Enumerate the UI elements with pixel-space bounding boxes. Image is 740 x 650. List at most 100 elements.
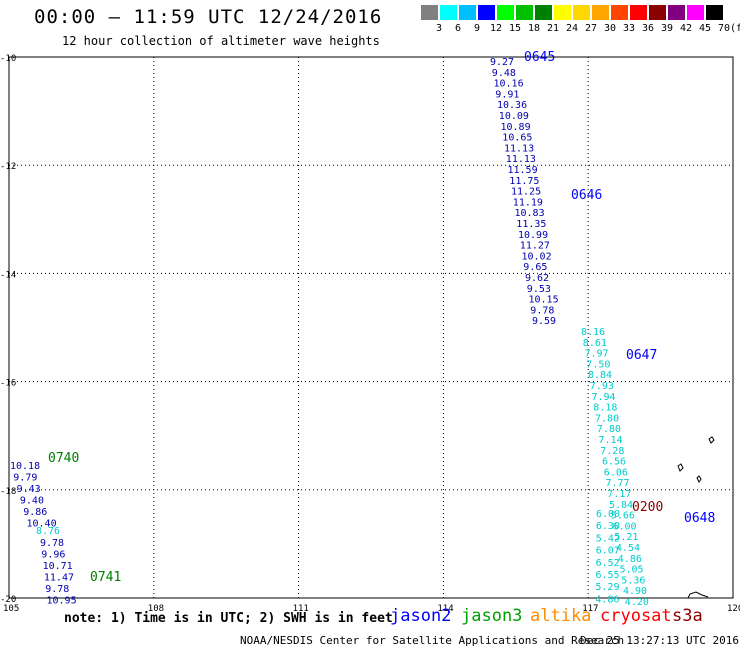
wave-height-value: 5.21	[614, 532, 638, 543]
wave-height-value: 10.18	[10, 461, 40, 472]
colorbar-tick-label: 30	[603, 23, 617, 34]
wave-height-value: 11.13	[506, 154, 536, 165]
pass-time-label: 0740	[48, 451, 79, 466]
wave-height-value: 8.16	[581, 327, 605, 338]
wave-height-value: 4.86	[618, 554, 642, 565]
wave-height-value: 5.42	[596, 533, 620, 544]
wave-height-value: 9.79	[13, 473, 37, 484]
colorbar-tick-label: 42	[679, 23, 693, 34]
coastline-shape	[687, 591, 709, 599]
wave-height-value: 8.76	[36, 526, 60, 537]
wave-height-value: 9.40	[20, 496, 44, 507]
wave-height-value: 9.53	[527, 284, 551, 295]
wave-height-value: 7.97	[585, 349, 609, 360]
wave-height-value: 10.95	[47, 596, 77, 607]
wave-height-value: 8.18	[593, 403, 617, 414]
wave-height-value: 6.06	[604, 467, 628, 478]
wave-height-value: 11.47	[44, 573, 74, 584]
wave-height-value: 8.61	[583, 338, 607, 349]
colorbar-tick-label: 3	[435, 23, 443, 34]
colorbar-tick-label: 18	[527, 23, 541, 34]
colorbar-swatch	[478, 5, 495, 20]
wave-height-value: 6.30	[596, 521, 620, 532]
legend-s3a: s3a	[672, 606, 703, 626]
wave-height-value: 6.00	[613, 521, 637, 532]
colorbar-swatch	[706, 5, 723, 20]
colorbar-swatch	[440, 5, 457, 20]
pass-time-label: 0647	[626, 348, 657, 363]
lon-tick-label: 117	[582, 604, 598, 614]
map-subtitle: 12 hour collection of altimeter wave hei…	[62, 34, 380, 48]
lon-tick-label: 108	[148, 604, 164, 614]
legend-jason3: jason3	[461, 606, 523, 626]
map-title: 00:00 – 11:59 UTC 12/24/2016	[34, 6, 383, 28]
wave-height-value: 10.15	[529, 295, 559, 306]
pass-time-label: 0646	[571, 188, 602, 203]
wave-height-value: 7.80	[597, 424, 621, 435]
colorbar-tick-label: 33	[622, 23, 636, 34]
colorbar-swatch	[611, 5, 628, 20]
lon-tick-label: 111	[293, 604, 309, 614]
wave-height-value: 10.02	[522, 251, 552, 262]
wave-height-value: 5.84	[609, 500, 633, 511]
wave-height-value: 4.86	[595, 594, 619, 605]
colorbar-tick-label: 70	[717, 23, 731, 34]
colorbar-tick-label: 21	[546, 23, 560, 34]
lon-tick-label: 120	[727, 604, 740, 614]
satellite-tracks: 9.279.4810.169.9110.3610.0910.8910.6511.…	[10, 57, 649, 608]
wave-height-value: 6.56	[602, 457, 626, 468]
wave-height-value: 11.27	[520, 241, 550, 252]
time-labels: 0645 0646 0647 0648 0740 0741 0200	[48, 50, 715, 585]
colorbar-unit: (ft)	[729, 23, 740, 34]
wave-height-value: 11.59	[508, 165, 538, 176]
wave-height-value: 7.17	[607, 489, 631, 500]
wave-height-value: 11.75	[509, 176, 539, 187]
wave-height-value: 5.36	[621, 575, 645, 586]
wave-height-value: 7.50	[586, 359, 610, 370]
colorbar-tick-label: 12	[489, 23, 503, 34]
wave-height-value: 11.13	[504, 143, 534, 154]
lat-tick-label: -20	[0, 595, 16, 605]
colorbar-swatch	[592, 5, 609, 20]
colorbar-swatch	[459, 5, 476, 20]
wave-height-value: 7.14	[599, 435, 623, 446]
colorbar-tick-label: 6	[454, 23, 462, 34]
wave-height-value: 10.65	[502, 133, 532, 144]
pass-time-label: 0648	[684, 511, 715, 526]
colorbar-tick-label: 36	[641, 23, 655, 34]
wave-height-value: 7.77	[606, 478, 630, 489]
wave-height-value: 5.05	[620, 565, 644, 576]
map-frame	[8, 56, 734, 599]
colorbar-tick-label: 27	[584, 23, 598, 34]
colorbar-tick-label: 24	[565, 23, 579, 34]
legend-altika: altika	[530, 606, 592, 626]
wave-height-value: 6.00	[596, 509, 620, 520]
coastline	[677, 436, 715, 599]
island-shape	[708, 436, 715, 444]
wave-height-value: 9.59	[532, 316, 556, 327]
colorbar-swatch	[516, 5, 533, 20]
wave-height-value: 4.20	[625, 597, 649, 608]
wave-height-value: 8.84	[588, 370, 612, 381]
wave-height-value: 9.65	[523, 262, 547, 273]
colorbar-swatch	[630, 5, 647, 20]
wave-height-value: 9.27	[490, 57, 514, 68]
credit-text: NOAA/NESDIS Center for Satellite Applica…	[240, 634, 625, 647]
lat-tick-label: -14	[0, 270, 16, 280]
colorbar-swatch	[535, 5, 552, 20]
wave-height-value: 7.93	[590, 381, 614, 392]
wave-height-value: 9.96	[41, 550, 65, 561]
wave-height-value: 4.54	[616, 543, 640, 554]
island-shape	[677, 463, 684, 472]
wave-height-value: 4.90	[623, 586, 647, 597]
lat-tick-label: -12	[0, 162, 16, 172]
lon-tick-label: 105	[3, 604, 19, 614]
wave-height-value: 7.28	[600, 446, 624, 457]
wave-height-value: 6.52	[596, 558, 620, 569]
generated-timestamp: Dec 25 13:27:13 UTC 2016	[580, 634, 739, 647]
wave-height-value: 10.83	[515, 208, 545, 219]
wave-height-value: 9.91	[495, 89, 519, 100]
lat-tick-label: -16	[0, 379, 16, 389]
colorbar-swatch	[649, 5, 666, 20]
wave-height-value: 10.40	[27, 519, 57, 530]
